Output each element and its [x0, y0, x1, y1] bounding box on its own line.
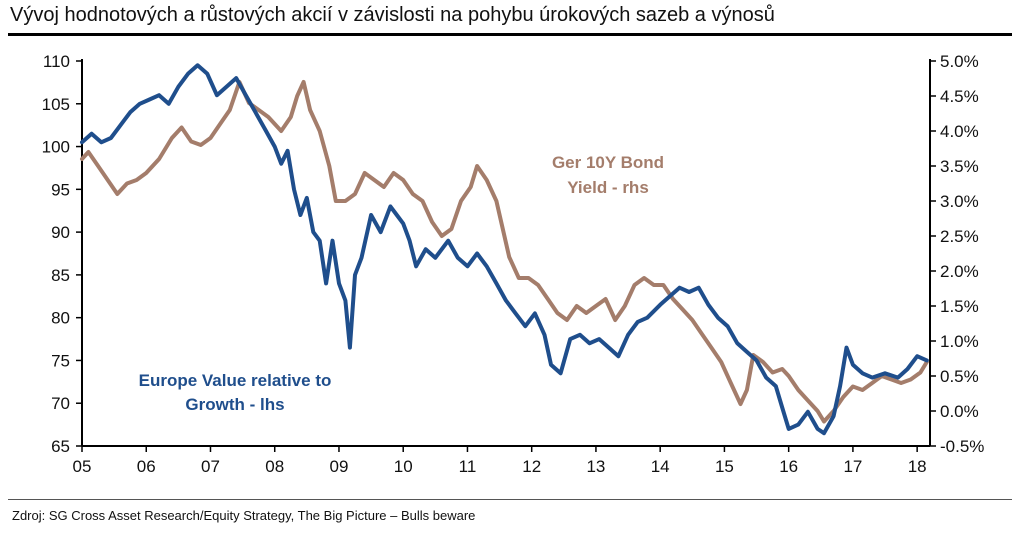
x-tick-label: 10 — [394, 457, 413, 476]
right-tick-label: 3.5% — [940, 157, 979, 176]
left-tick-label: 75 — [51, 351, 70, 370]
x-tick-label: 15 — [715, 457, 734, 476]
left-tick-label: 110 — [43, 52, 70, 71]
x-tick-label: 13 — [586, 457, 605, 476]
footer-divider — [8, 499, 1012, 500]
left-tick-label: 90 — [51, 223, 70, 242]
x-tick-label: 16 — [779, 457, 798, 476]
left-tick-label: 100 — [42, 138, 70, 157]
x-tick-label: 09 — [330, 457, 349, 476]
bund-yield-label: Ger 10Y Bond — [552, 153, 664, 172]
right-tick-label: 0.0% — [940, 402, 979, 421]
left-tick-label: 65 — [51, 437, 70, 456]
x-tick-label: 12 — [522, 457, 541, 476]
right-tick-label: 5.0% — [940, 52, 979, 71]
title-underline — [8, 33, 1012, 36]
left-tick-label: 105 — [42, 95, 70, 114]
chart-series — [80, 63, 929, 436]
right-tick-label: 3.0% — [940, 192, 979, 211]
value-growth-label: Growth - lhs — [185, 395, 284, 414]
right-tick-label: 4.5% — [940, 87, 979, 106]
x-tick-label: 14 — [651, 457, 670, 476]
x-tick-label: 17 — [843, 457, 862, 476]
right-tick-label: 0.5% — [940, 367, 979, 386]
x-tick-label: 06 — [137, 457, 156, 476]
chart-axes: 110 105 100 95 90 85 80 75 70 65 5.0% 4.5% 4.0% 3.5% 3… — [42, 52, 985, 476]
x-tick-label: 07 — [201, 457, 220, 476]
bund-yield-line — [80, 80, 929, 424]
right-tick-label: 4.0% — [940, 122, 979, 141]
x-tick-label: 18 — [908, 457, 927, 476]
x-tick-label: 05 — [73, 457, 92, 476]
left-tick-label: 70 — [51, 394, 70, 413]
left-tick-label: 85 — [51, 266, 70, 285]
chart-title: Vývoj hodnotových a růstových akcií v zá… — [10, 4, 775, 26]
x-tick-label: 08 — [265, 457, 284, 476]
bund-yield-label: Yield - rhs — [567, 178, 649, 197]
left-tick-label: 95 — [51, 180, 70, 199]
right-tick-label: 1.5% — [940, 297, 979, 316]
source-note: Zdroj: SG Cross Asset Research/Equity St… — [12, 508, 476, 523]
right-tick-label: 2.0% — [940, 262, 979, 281]
left-tick-label: 80 — [51, 309, 70, 328]
chart-canvas: 110 105 100 95 90 85 80 75 70 65 5.0% 4.5% 4.0% 3.5% 3… — [42, 52, 985, 476]
x-tick-label: 11 — [459, 457, 477, 476]
right-tick-label: 1.0% — [940, 332, 979, 351]
right-tick-label: 2.5% — [940, 227, 979, 246]
right-tick-label: -0.5% — [940, 437, 984, 456]
series-labels: Europe Value relative to Growth - lhs Ger … — [139, 153, 664, 414]
value-growth-label: Europe Value relative to — [139, 371, 332, 390]
value-growth-line — [80, 63, 929, 436]
